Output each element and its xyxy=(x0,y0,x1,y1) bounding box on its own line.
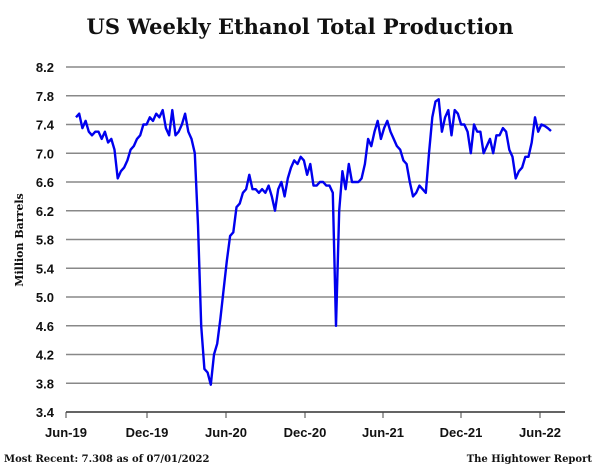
y-tick-label: 7.4 xyxy=(36,118,55,133)
x-tick-label: Jun-21 xyxy=(362,425,404,440)
y-tick-label: 6.6 xyxy=(36,175,54,190)
y-tick-label: 5.0 xyxy=(36,290,54,305)
y-tick-label: 6.2 xyxy=(36,204,54,219)
series-line xyxy=(75,98,552,386)
y-axis-label: Million Barrels xyxy=(13,193,26,286)
source-credit: The Hightower Report xyxy=(466,454,592,465)
x-tick-label: Dec-21 xyxy=(440,425,483,440)
x-tick-label: Dec-19 xyxy=(126,425,169,440)
x-tick-label: Jun-22 xyxy=(519,425,561,440)
chart-title: US Weekly Ethanol Total Production xyxy=(86,14,514,39)
y-tick-label: 5.4 xyxy=(36,261,55,276)
x-tick-label: Dec-20 xyxy=(284,425,327,440)
y-tick-label: 3.4 xyxy=(36,405,55,420)
y-tick-label: 3.8 xyxy=(36,376,54,391)
y-tick-label: 8.2 xyxy=(36,60,54,75)
x-tick-label: Jun-19 xyxy=(45,425,87,440)
y-tick-label: 4.2 xyxy=(36,348,54,363)
y-tick-label: 7.8 xyxy=(36,89,54,104)
y-tick-label: 7.0 xyxy=(36,146,54,161)
most-recent-note: Most Recent: 7.308 as of 07/01/2022 xyxy=(4,454,210,465)
y-tick-label: 4.6 xyxy=(36,319,54,334)
x-tick-label: Jun-20 xyxy=(205,425,247,440)
y-tick-label: 5.8 xyxy=(36,233,54,248)
